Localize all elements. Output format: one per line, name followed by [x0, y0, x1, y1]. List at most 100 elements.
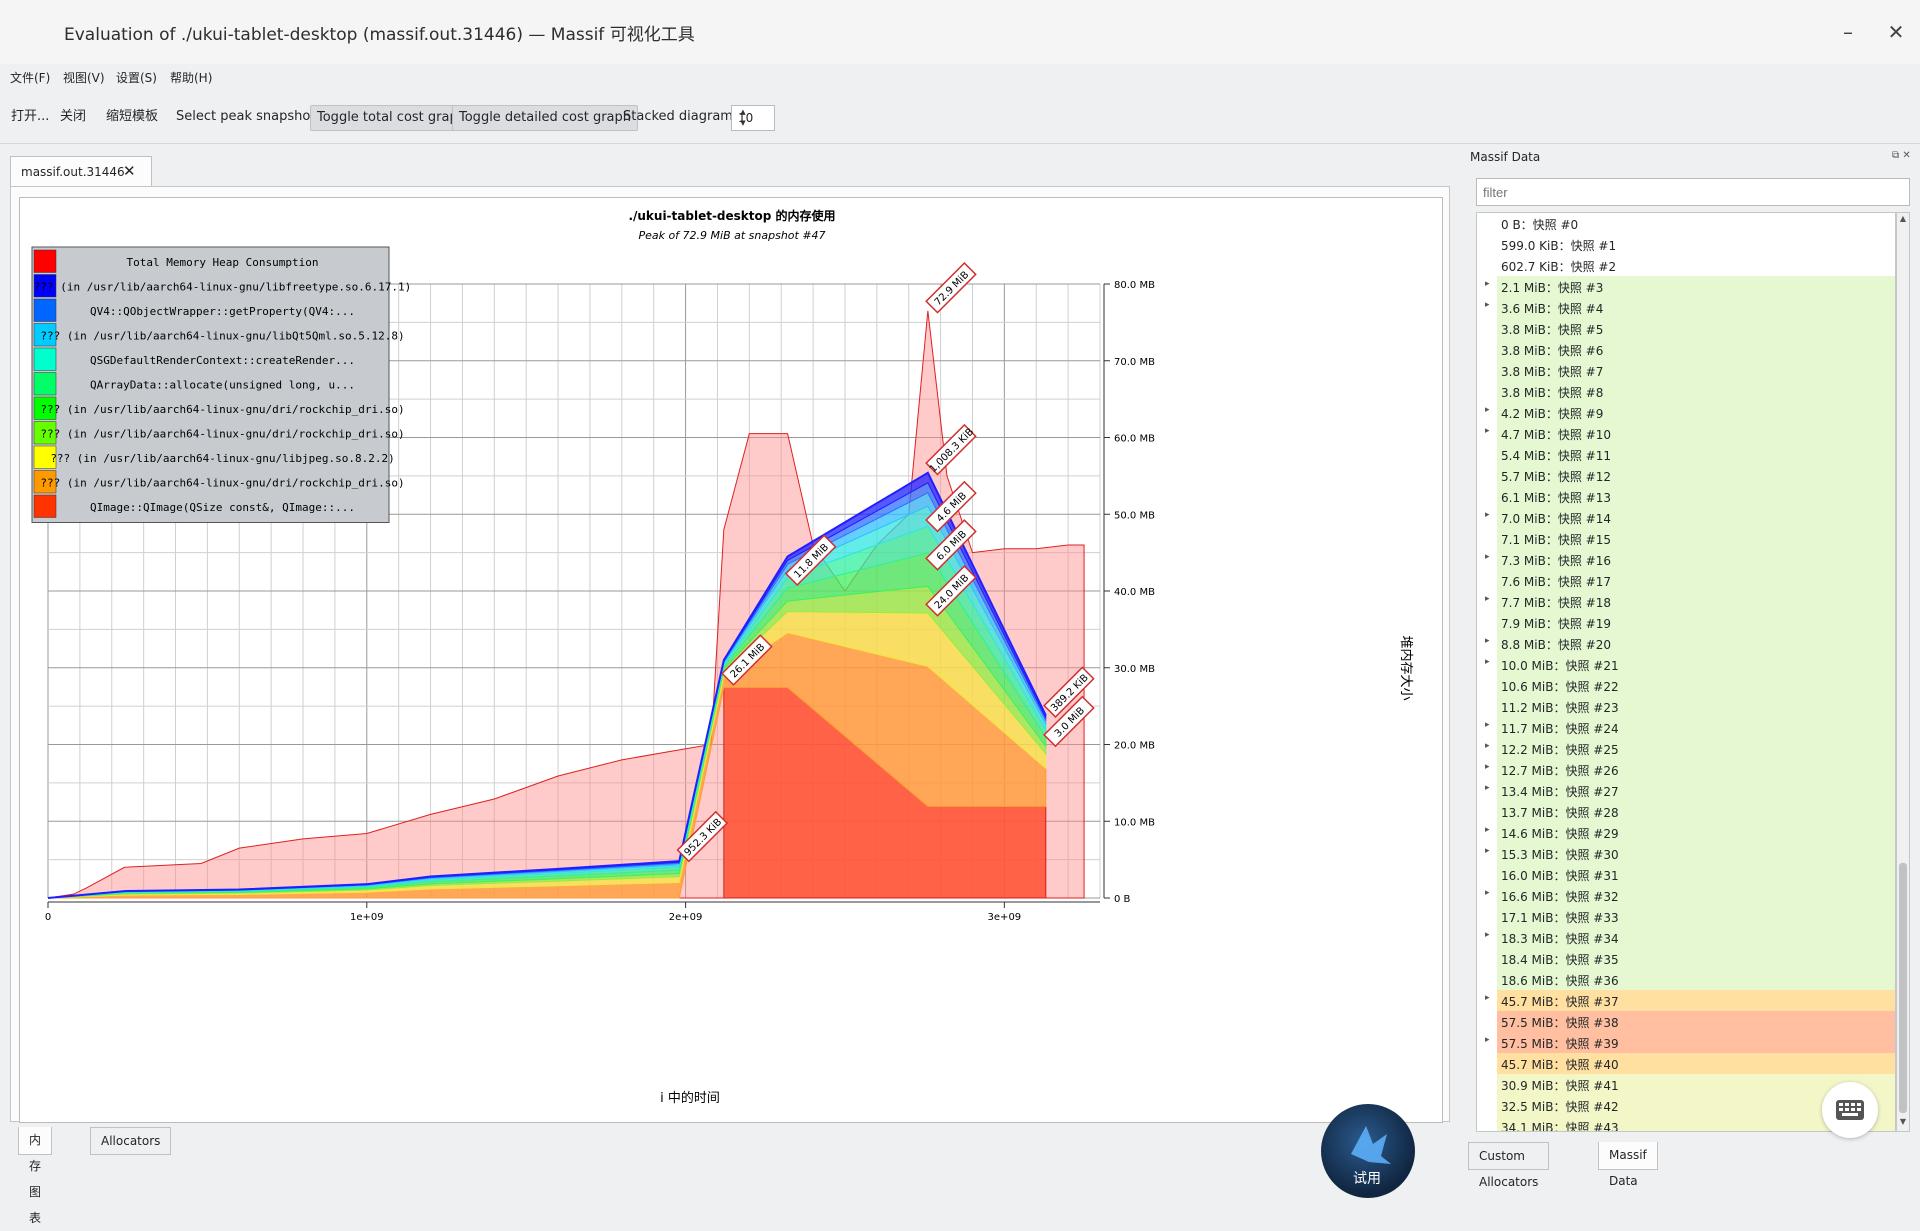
list-item[interactable]: ▸ 12.7 MiB：快照 #26 [1477, 759, 1895, 780]
minimize-icon[interactable]: – [1843, 20, 1853, 44]
list-item[interactable]: 7.9 MiB：快照 #19 [1477, 612, 1895, 633]
list-item[interactable]: 7.6 MiB：快照 #17 [1477, 570, 1895, 591]
list-item[interactable]: 6.1 MiB：快照 #13 [1477, 486, 1895, 507]
list-item[interactable]: ▸ 8.8 MiB：快照 #20 [1477, 633, 1895, 654]
list-item[interactable]: 3.8 MiB：快照 #7 [1477, 360, 1895, 381]
tab-allocators[interactable]: Allocators [90, 1127, 172, 1155]
scroll-down-icon[interactable]: ▼ [1899, 1117, 1907, 1126]
open-button[interactable]: 打开... [11, 109, 50, 124]
trial-button[interactable]: 试用 [1321, 1104, 1415, 1198]
list-item[interactable]: ▸ 7.3 MiB：快照 #16 [1477, 549, 1895, 570]
stacked-spinbox[interactable]: 10 ▲ ▼ [731, 105, 775, 131]
toggle-detailed-button[interactable]: Toggle detailed cost graph [452, 105, 639, 131]
expand-icon[interactable]: ▸ [1485, 825, 1490, 835]
toggle-total-button[interactable]: Toggle total cost graph [310, 105, 473, 131]
expand-icon[interactable]: ▸ [1485, 720, 1490, 730]
list-item[interactable]: 602.7 KiB：快照 #2 [1477, 255, 1895, 276]
list-item[interactable]: 16.0 MiB：快照 #31 [1477, 864, 1895, 885]
menu-view[interactable]: 视图(V) [63, 71, 105, 85]
expand-icon[interactable]: ▸ [1485, 405, 1490, 415]
expand-icon[interactable]: ▸ [1485, 783, 1490, 793]
list-scrollbar[interactable]: ▲ ▼ [1896, 212, 1910, 1132]
list-item[interactable]: ▸ 7.0 MiB：快照 #14 [1477, 507, 1895, 528]
list-item[interactable]: 57.5 MiB：快照 #38 [1477, 1011, 1895, 1032]
x-tick-label: 0 [45, 912, 51, 923]
expand-icon[interactable]: ▸ [1485, 762, 1490, 772]
expand-icon[interactable]: ▸ [1485, 510, 1490, 520]
list-item[interactable]: ▸ 16.6 MiB：快照 #32 [1477, 885, 1895, 906]
tab-massif-file[interactable]: massif.out.31446 ✕ [10, 156, 152, 186]
expand-icon[interactable]: ▸ [1485, 1035, 1490, 1045]
legend-swatch [33, 396, 57, 420]
list-item[interactable]: 30.9 MiB：快照 #41 [1477, 1074, 1895, 1095]
list-item[interactable]: 0 B：快照 #0 [1477, 213, 1895, 234]
list-item[interactable]: 18.6 MiB：快照 #36 [1477, 969, 1895, 990]
list-item[interactable]: ▸ 45.7 MiB：快照 #37 [1477, 990, 1895, 1011]
dock-float-icon[interactable]: ⧉ ✕ [1892, 150, 1911, 161]
close-tab-icon[interactable]: ✕ [123, 162, 136, 180]
expand-icon[interactable]: ▸ [1485, 846, 1490, 856]
list-item-label: 34.1 MiB：快照 #43 [1501, 1121, 1619, 1132]
list-item[interactable]: ▸ 57.5 MiB：快照 #39 [1477, 1032, 1895, 1053]
expand-icon[interactable]: ▸ [1485, 300, 1490, 310]
shorten-templates-button[interactable]: 缩短模板 [106, 109, 159, 124]
select-peak-button[interactable]: Select peak snapshot [176, 109, 316, 124]
expand-icon[interactable]: ▸ [1485, 552, 1490, 562]
list-item[interactable]: 17.1 MiB：快照 #33 [1477, 906, 1895, 927]
list-item[interactable]: ▸ 15.3 MiB：快照 #30 [1477, 843, 1895, 864]
list-item[interactable]: 3.8 MiB：快照 #5 [1477, 318, 1895, 339]
expand-icon[interactable]: ▸ [1485, 594, 1490, 604]
list-item[interactable]: ▸ 14.6 MiB：快照 #29 [1477, 822, 1895, 843]
expand-icon[interactable]: ▸ [1485, 930, 1490, 940]
list-item[interactable]: 13.7 MiB：快照 #28 [1477, 801, 1895, 822]
list-item[interactable]: 3.8 MiB：快照 #8 [1477, 381, 1895, 402]
close-window-icon[interactable]: ✕ [1887, 20, 1905, 44]
list-item[interactable]: 10.6 MiB：快照 #22 [1477, 675, 1895, 696]
expand-icon[interactable]: ▸ [1485, 426, 1490, 436]
expand-icon[interactable]: ▸ [1485, 888, 1490, 898]
list-item[interactable]: 5.7 MiB：快照 #12 [1477, 465, 1895, 486]
list-item[interactable]: 7.1 MiB：快照 #15 [1477, 528, 1895, 549]
spin-down-icon[interactable]: ▼ [740, 119, 746, 127]
list-item[interactable]: ▸ 18.3 MiB：快照 #34 [1477, 927, 1895, 948]
spin-up-icon[interactable]: ▲ [740, 108, 746, 116]
list-item[interactable]: 11.2 MiB：快照 #23 [1477, 696, 1895, 717]
tab-massif-data[interactable]: Massif Data [1598, 1142, 1658, 1188]
list-item[interactable]: ▸ 10.0 MiB：快照 #21 [1477, 654, 1895, 675]
expand-icon[interactable]: ▸ [1485, 636, 1490, 646]
scroll-up-icon[interactable]: ▲ [1899, 214, 1907, 223]
tab-memory-chart[interactable]: 内存图表 [18, 1127, 53, 1225]
list-item[interactable]: ▸ 4.7 MiB：快照 #10 [1477, 423, 1895, 444]
list-item[interactable]: 18.4 MiB：快照 #35 [1477, 948, 1895, 969]
list-item[interactable]: ▸ 11.7 MiB：快照 #24 [1477, 717, 1895, 738]
list-item[interactable]: ▸ 13.4 MiB：快照 #27 [1477, 780, 1895, 801]
list-item-label: 11.2 MiB：快照 #23 [1501, 701, 1619, 715]
list-item[interactable]: ▸ 4.2 MiB：快照 #9 [1477, 402, 1895, 423]
list-item[interactable]: 32.5 MiB：快照 #42 [1477, 1095, 1895, 1116]
expand-icon[interactable]: ▸ [1485, 741, 1490, 751]
list-item-label: 17.1 MiB：快照 #33 [1501, 911, 1619, 925]
keyboard-icon[interactable] [1822, 1082, 1878, 1138]
tab-custom-allocators[interactable]: Custom Allocators [1468, 1142, 1550, 1189]
list-item[interactable]: 599.0 KiB：快照 #1 [1477, 234, 1895, 255]
menu-settings[interactable]: 设置(S) [116, 71, 157, 85]
list-item[interactable]: ▸ 12.2 MiB：快照 #25 [1477, 738, 1895, 759]
filter-input[interactable] [1476, 178, 1910, 206]
menu-help[interactable]: 帮助(H) [170, 71, 213, 85]
expand-icon[interactable]: ▸ [1485, 657, 1490, 667]
list-item[interactable]: 5.4 MiB：快照 #11 [1477, 444, 1895, 465]
list-item-label: 16.0 MiB：快照 #31 [1501, 869, 1619, 883]
close-button[interactable]: 关闭 [60, 109, 87, 124]
list-item-label: 5.7 MiB：快照 #12 [1501, 470, 1611, 484]
list-item[interactable]: 45.7 MiB：快照 #40 [1477, 1053, 1895, 1074]
list-item[interactable]: ▸ 2.1 MiB：快照 #3 [1477, 276, 1895, 297]
list-item[interactable]: ▸ 7.7 MiB：快照 #18 [1477, 591, 1895, 612]
expand-icon[interactable]: ▸ [1485, 279, 1490, 289]
scroll-thumb[interactable] [1899, 863, 1907, 1113]
list-item[interactable]: 34.1 MiB：快照 #43 [1477, 1116, 1895, 1132]
menu-file[interactable]: 文件(F) [10, 71, 51, 85]
expand-icon[interactable]: ▸ [1485, 993, 1490, 1003]
list-item[interactable]: 3.8 MiB：快照 #6 [1477, 339, 1895, 360]
list-item[interactable]: ▸ 3.6 MiB：快照 #4 [1477, 297, 1895, 318]
